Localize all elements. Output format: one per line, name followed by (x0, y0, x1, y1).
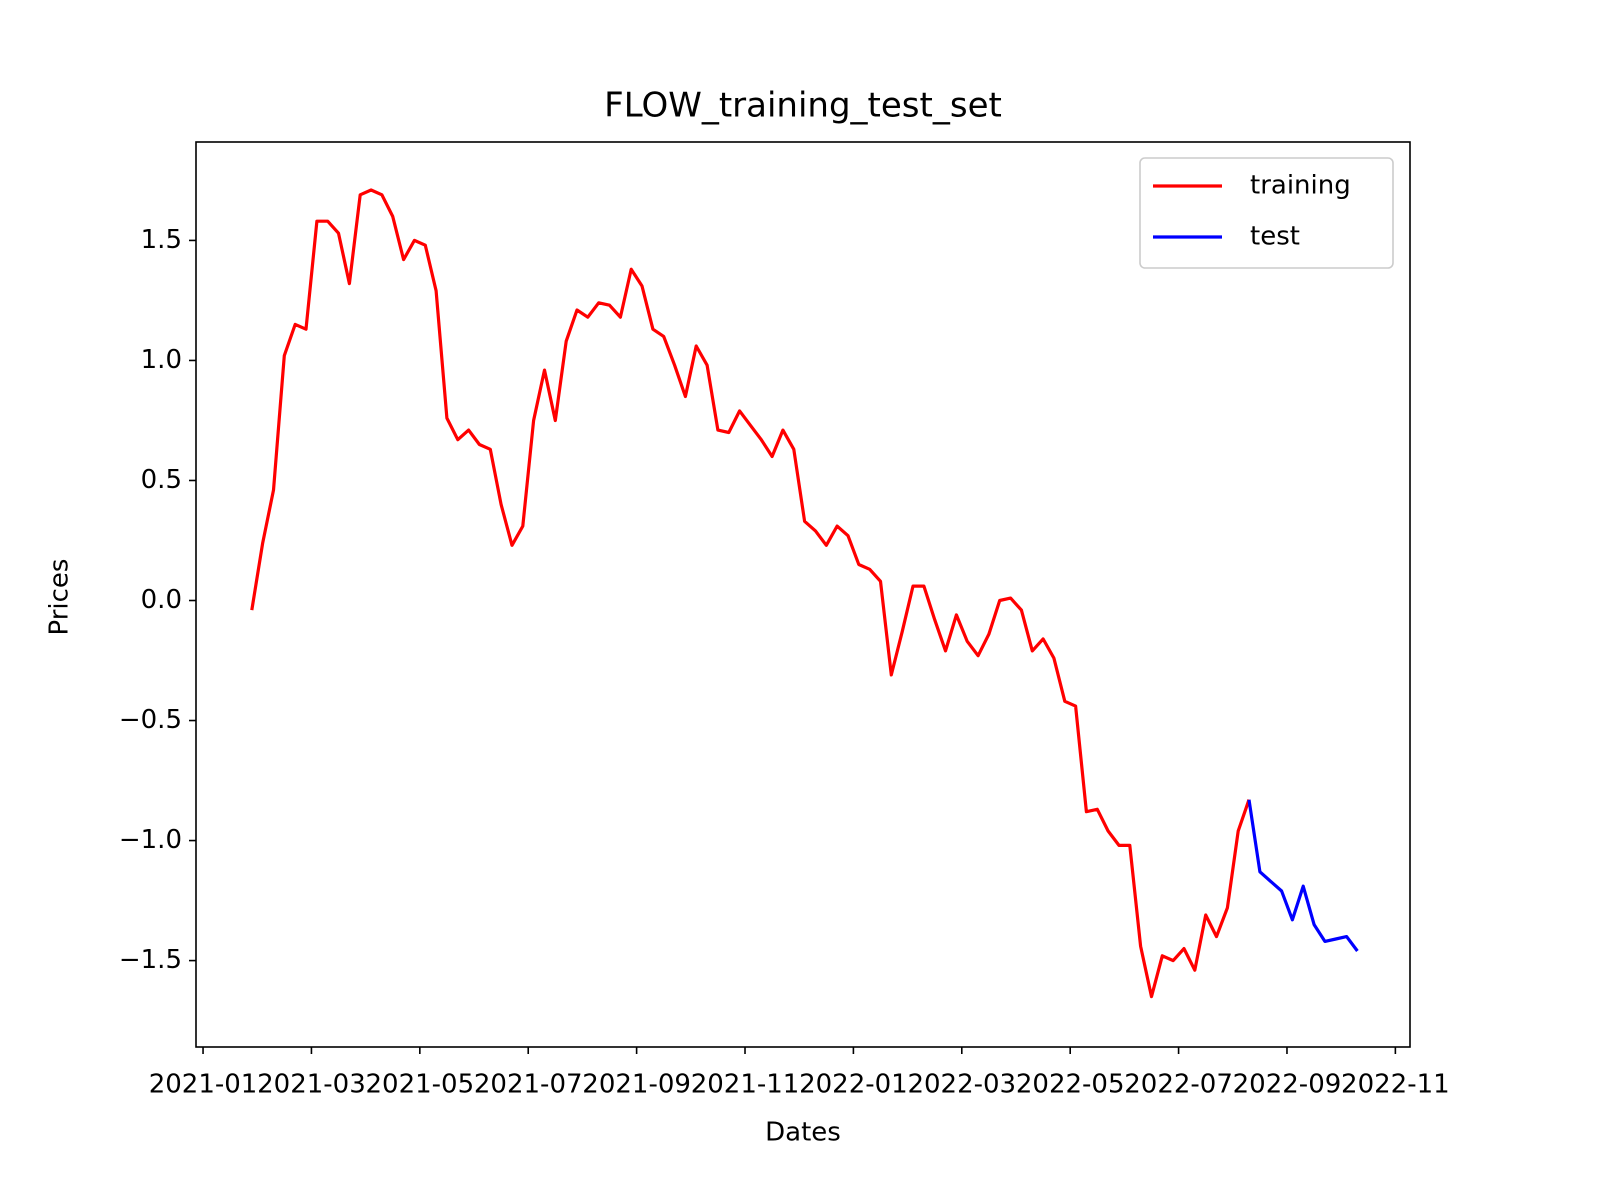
x-tick-label: 2021-05 (366, 1070, 475, 1100)
y-tick-label: 1.5 (141, 225, 182, 255)
legend-label: training (1250, 171, 1351, 201)
y-axis-label: Prices (45, 559, 75, 636)
legend-label: test (1250, 222, 1300, 252)
y-tick-label: 0.5 (141, 465, 182, 495)
x-tick-label: 2021-07 (474, 1070, 583, 1100)
line (250, 188, 1251, 999)
plot-frame (195, 141, 1411, 1048)
y-tick-label: 1.0 (141, 345, 182, 375)
x-tick-label: 2022-11 (1341, 1070, 1450, 1100)
x-tick-label: 2021-01 (149, 1070, 258, 1100)
y-tick-label: 0.0 (141, 585, 182, 615)
y-tick-label: −1.0 (119, 825, 182, 855)
y-tick-label: −1.5 (119, 945, 182, 975)
x-axis-label: Dates (765, 1118, 841, 1148)
chart-title: FLOW_training_test_set (604, 86, 1002, 126)
x-tick-label: 2022-05 (1016, 1070, 1125, 1100)
x-tick-label: 2022-01 (799, 1070, 908, 1100)
x-tick-label: 2021-03 (257, 1070, 366, 1100)
x-tick-label: 2022-03 (907, 1070, 1016, 1100)
x-tick-label: 2021-11 (691, 1070, 800, 1100)
x-tick-label: 2022-09 (1233, 1070, 1342, 1100)
y-tick-label: −0.5 (119, 705, 182, 735)
x-tick-label: 2022-07 (1124, 1070, 1233, 1100)
line (1247, 799, 1359, 952)
x-tick-label: 2021-09 (582, 1070, 691, 1100)
